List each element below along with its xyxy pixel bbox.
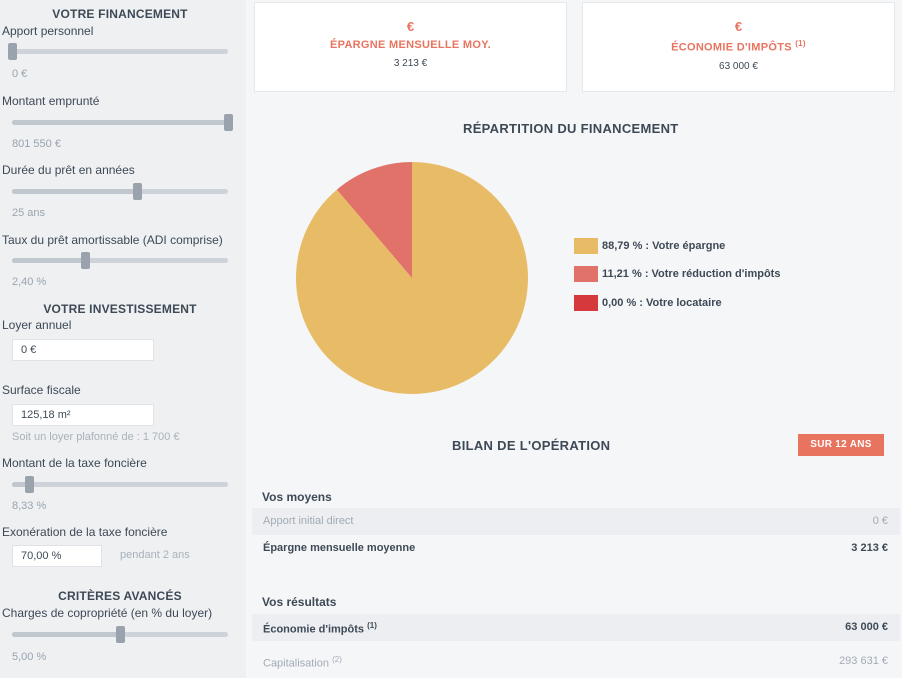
row-label: Épargne mensuelle moyenne xyxy=(263,542,416,554)
annual-rent-input[interactable]: 0 € xyxy=(12,339,154,361)
condo-charges-label: Charges de copropriété (en % du loyer) xyxy=(2,606,213,620)
pie-slice-1 xyxy=(336,162,412,278)
borrowed-amount-label: Montant emprunté xyxy=(2,94,100,108)
row-value: 293 631 € xyxy=(839,655,888,667)
condo-charges-value: 5,00 % xyxy=(12,651,47,663)
exemption-duration-hint: pendant 2 ans xyxy=(120,549,190,561)
slider-handle[interactable] xyxy=(224,114,233,131)
slider-handle[interactable] xyxy=(116,626,125,643)
kpi-value: 3 213 € xyxy=(393,58,428,69)
period-badge: SUR 12 ANS xyxy=(798,434,884,456)
legend-item-savings: 88,79 % : Votre épargne xyxy=(574,238,725,256)
tax-surface-input[interactable]: 125,18 m² xyxy=(12,404,154,426)
slider-handle[interactable] xyxy=(133,183,143,200)
personal-contribution-slider[interactable] xyxy=(8,43,228,60)
slider-fill xyxy=(12,120,228,125)
kpi-monthly-savings: € ÉPARGNE MENSUELLE MOY. 3 213 € xyxy=(254,2,567,92)
kpi-label: ÉCONOMIE D'IMPÔTS (1) xyxy=(671,39,806,54)
row-label: Économie d'impôts (1) xyxy=(263,621,377,636)
bilan-title: BILAN DE L'OPÉRATION xyxy=(452,438,611,453)
slider-handle[interactable] xyxy=(25,476,35,493)
borrowed-amount-value: 801 550 € xyxy=(12,138,61,150)
legend-swatch xyxy=(574,266,598,282)
slider-handle[interactable] xyxy=(81,252,91,269)
legend-swatch xyxy=(574,295,598,311)
borrowed-amount-slider[interactable] xyxy=(12,114,233,131)
advanced-section-title: CRITÈRES AVANCÉS xyxy=(58,589,182,603)
property-tax-exemption-label: Exonération de la taxe foncière xyxy=(2,525,168,539)
legend-swatch xyxy=(574,238,598,254)
legend-item-tenant: 0,00 % : Votre locataire xyxy=(574,295,722,313)
slider-fill xyxy=(12,258,86,263)
euro-icon: € xyxy=(406,19,415,34)
legend-item-tax-reduction: 11,21 % : Votre réduction d'impôts xyxy=(574,266,780,284)
annual-rent-label: Loyer annuel xyxy=(2,318,72,332)
row-value: 0 € xyxy=(872,515,888,527)
kpi-tax-savings: € ÉCONOMIE D'IMPÔTS (1) 63 000 € xyxy=(582,2,895,92)
property-tax-exemption-input[interactable]: 70,00 % xyxy=(12,545,102,567)
slider-handle[interactable] xyxy=(8,43,17,60)
slider-fill xyxy=(12,482,30,487)
row-value: 63 000 € xyxy=(845,621,888,633)
row-label: Apport initial direct xyxy=(263,515,354,527)
loan-duration-value: 25 ans xyxy=(12,207,46,219)
personal-contribution-label: Apport personnel xyxy=(2,24,94,38)
loan-rate-slider[interactable] xyxy=(12,252,228,269)
row-value: 3 213 € xyxy=(851,542,888,554)
rent-cap-hint: Soit un loyer plafonné de : 1 700 € xyxy=(12,431,180,443)
investment-section-title: VOTRE INVESTISSEMENT xyxy=(43,302,197,316)
financing-section-title: VOTRE FINANCEMENT xyxy=(52,7,188,21)
loan-duration-label: Durée du prêt en années xyxy=(2,163,135,177)
results-panel: € ÉPARGNE MENSUELLE MOY. 3 213 € € ÉCONO… xyxy=(246,0,902,678)
kpi-label: ÉPARGNE MENSUELLE MOY. xyxy=(329,39,492,51)
settings-sidebar: VOTRE FINANCEMENT Apport personnel 0 € M… xyxy=(0,0,246,678)
personal-contribution-value: 0 € xyxy=(12,68,28,80)
table-row: Capitalisation (2) 293 631 € xyxy=(252,648,900,675)
loan-rate-label: Taux du prêt amortissable (ADI comprise) xyxy=(2,233,223,247)
property-tax-label: Montant de la taxe foncière xyxy=(2,456,147,470)
kpi-value: 63 000 € xyxy=(719,60,758,72)
loan-duration-slider[interactable] xyxy=(12,183,228,200)
euro-icon: € xyxy=(734,19,743,34)
financing-pie-chart xyxy=(296,162,528,394)
tax-surface-label: Surface fiscale xyxy=(2,383,81,397)
row-label: Capitalisation (2) xyxy=(263,655,342,670)
slider-fill xyxy=(12,189,138,194)
table-row: Économie d'impôts (1) 63 000 € xyxy=(252,614,900,641)
table-row: Épargne mensuelle moyenne 3 213 € xyxy=(252,535,900,562)
property-tax-value: 8,33 % xyxy=(12,500,47,512)
condo-charges-slider[interactable] xyxy=(12,626,228,643)
loan-rate-value: 2,40 % xyxy=(12,276,47,288)
means-title: Vos moyens xyxy=(262,490,332,504)
property-tax-slider[interactable] xyxy=(12,476,228,493)
table-row: Apport initial direct 0 € xyxy=(252,508,900,535)
results-title: Vos résultats xyxy=(262,595,337,609)
slider-fill xyxy=(12,632,120,637)
chart-title: RÉPARTITION DU FINANCEMENT xyxy=(463,121,679,136)
